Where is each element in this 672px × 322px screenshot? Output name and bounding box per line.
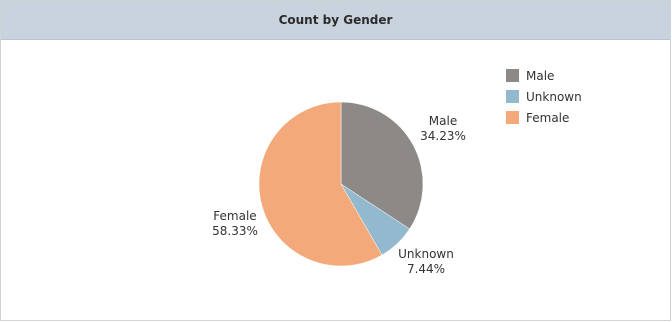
slice-percent-female: 58.33% — [212, 224, 258, 238]
slice-percent-unknown: 7.44% — [407, 262, 445, 276]
legend-item-unknown[interactable]: Unknown — [506, 86, 582, 107]
legend-label-male: Male — [526, 69, 554, 83]
slice-label-male: Male — [429, 114, 457, 128]
legend-swatch-unknown — [506, 90, 519, 103]
slice-percent-male: 34.23% — [420, 129, 466, 143]
legend-label-female: Female — [526, 111, 569, 125]
chart-legend: Male Unknown Female — [506, 65, 582, 128]
legend-swatch-female — [506, 111, 519, 124]
legend-item-female[interactable]: Female — [506, 107, 582, 128]
legend-label-unknown: Unknown — [526, 90, 582, 104]
slice-label-female: Female — [213, 209, 256, 223]
legend-item-male[interactable]: Male — [506, 65, 582, 86]
slice-label-unknown: Unknown — [398, 247, 454, 261]
legend-swatch-male — [506, 69, 519, 82]
